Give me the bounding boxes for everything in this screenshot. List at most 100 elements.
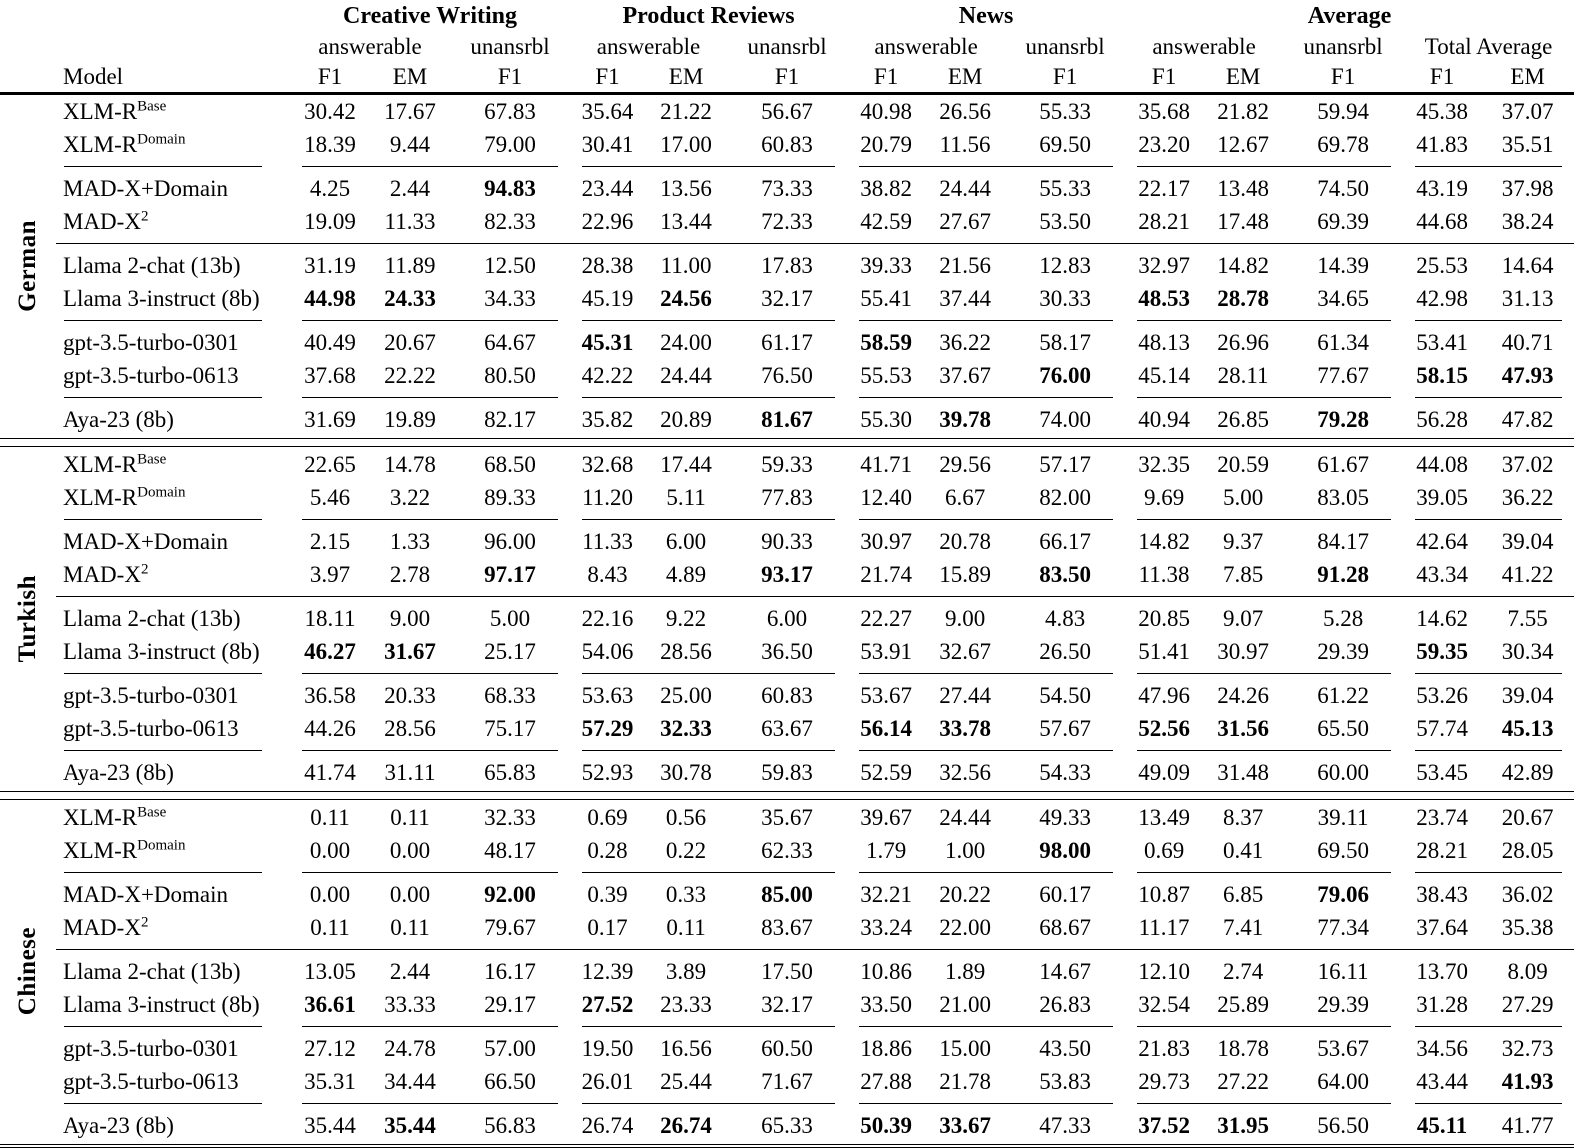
score-cell: 17.00 <box>660 131 712 157</box>
score-cell: 13.56 <box>660 175 712 201</box>
metric-header-em: EM <box>947 64 983 89</box>
group-separator <box>1403 1021 1574 1032</box>
score-cell: 32.33 <box>484 804 536 830</box>
group-separator-line <box>1415 1025 1563 1028</box>
group-separator-row <box>0 1098 1574 1109</box>
subheader-answerable: answerable <box>596 34 701 59</box>
score-cell: 35.38 <box>1501 914 1554 940</box>
score-cell: 11.38 <box>1138 561 1190 587</box>
score-cell: 31.95 <box>1217 1112 1269 1138</box>
score-cell: 79.06 <box>1317 881 1369 907</box>
score-cell: 5.00 <box>1222 484 1264 510</box>
metric-header-f1: F1 <box>1151 64 1177 89</box>
section-separator-line <box>56 242 1574 245</box>
group-separator-line <box>1137 319 1392 322</box>
score-cell: 25.44 <box>660 1068 712 1094</box>
group-separator-line <box>1137 165 1392 168</box>
score-cell: 6.85 <box>1222 881 1264 907</box>
group-separator-line <box>1137 871 1392 874</box>
score-cell: 9.07 <box>1222 605 1264 631</box>
model-name-text: Llama 2-chat (13b) <box>63 252 241 278</box>
score-cell: 31.56 <box>1217 715 1269 741</box>
table-row: Llama 3-instruct (8b) 44.98 24.33 34.33 45.1… <box>0 282 1574 315</box>
block-divider <box>0 789 1574 801</box>
score-cell: 0.56 <box>665 804 707 830</box>
score-cell: 54.50 <box>1039 682 1091 708</box>
score-cell: 28.05 <box>1501 837 1554 863</box>
score-cell: 0.28 <box>587 837 628 863</box>
model-name: gpt-3.5-turbo-0301 <box>56 326 290 359</box>
score-cell: 38.82 <box>860 175 912 201</box>
score-cell: 32.35 <box>1138 451 1190 477</box>
score-cell: 23.74 <box>1416 804 1468 830</box>
score-cell: 14.39 <box>1317 252 1369 278</box>
score-cell: 21.78 <box>939 1068 991 1094</box>
metric-header-em: EM <box>1225 64 1261 89</box>
model-name-text: gpt-3.5-turbo-0613 <box>63 362 239 388</box>
score-cell: 56.14 <box>860 715 912 741</box>
group-separator <box>1403 668 1574 679</box>
score-cell: 11.56 <box>939 131 991 157</box>
group-separator-line <box>64 749 262 752</box>
score-cell: 54.33 <box>1039 759 1091 785</box>
score-cell: 26.85 <box>1217 406 1269 432</box>
score-cell: 35.82 <box>581 406 634 432</box>
group-separator-line <box>859 518 1114 521</box>
score-cell: 13.49 <box>1138 804 1190 830</box>
group-separator-line <box>1137 1102 1392 1105</box>
score-cell: 17.67 <box>384 98 436 124</box>
model-name-text: XLM-R <box>63 98 138 124</box>
score-cell: 53.26 <box>1416 682 1468 708</box>
section-separator-row <box>0 238 1574 249</box>
model-name-text: MAD-X <box>63 561 141 587</box>
model-name-text: XLM-R <box>63 837 138 863</box>
score-cell: 58.59 <box>860 329 912 355</box>
group-separator <box>290 745 570 756</box>
model-name-text: Llama 3-instruct (8b) <box>63 638 260 664</box>
score-cell: 5.46 <box>309 484 351 510</box>
group-separator-line <box>302 1025 559 1028</box>
subheader-unanswerable: unansrbl <box>1025 34 1105 59</box>
score-cell: 64.67 <box>484 329 536 355</box>
score-cell: 36.58 <box>304 682 356 708</box>
score-cell: 32.56 <box>939 759 991 785</box>
header-spacer <box>0 60 56 92</box>
table-header: Creative Writing Product Reviews News Av… <box>0 0 1574 95</box>
table-row: gpt-3.5-turbo-0613 35.31 34.44 66.50 26.01 25… <box>0 1065 1574 1098</box>
model-name: MAD-X2 <box>56 911 290 944</box>
score-cell: 9.22 <box>665 605 707 631</box>
score-cell: 53.63 <box>581 682 634 708</box>
score-cell: 53.67 <box>1317 1035 1369 1061</box>
score-cell: 24.00 <box>660 329 712 355</box>
score-cell: 0.00 <box>389 837 431 863</box>
score-cell: 75.17 <box>484 715 536 741</box>
score-cell: 32.33 <box>660 715 712 741</box>
group-separator-row <box>0 1021 1574 1032</box>
model-name: MAD-X+Domain <box>56 525 290 558</box>
score-cell: 84.17 <box>1317 528 1369 554</box>
score-cell: 20.22 <box>939 881 991 907</box>
score-cell: 0.11 <box>390 914 430 940</box>
score-cell: 18.11 <box>304 605 356 631</box>
score-cell: 35.67 <box>761 804 813 830</box>
score-cell: 55.30 <box>860 406 912 432</box>
score-cell: 90.33 <box>761 528 813 554</box>
score-cell: 96.00 <box>484 528 536 554</box>
score-cell: 30.34 <box>1501 638 1554 664</box>
group-separator <box>570 1098 847 1109</box>
score-cell: 0.11 <box>310 914 350 940</box>
group-separator <box>570 392 847 403</box>
score-cell: 79.00 <box>484 131 536 157</box>
score-cell: 19.50 <box>581 1035 634 1061</box>
score-cell: 44.68 <box>1416 208 1468 234</box>
score-cell: 33.24 <box>860 914 912 940</box>
score-cell: 6.00 <box>665 528 707 554</box>
score-cell: 34.44 <box>384 1068 436 1094</box>
score-cell: 13.70 <box>1416 958 1468 984</box>
group-separator-line <box>1415 871 1563 874</box>
language-label: Chinese <box>14 927 41 1016</box>
block-divider-row <box>0 789 1574 801</box>
group-separator <box>1125 514 1403 525</box>
score-cell: 48.53 <box>1138 285 1190 311</box>
metric-header-em: EM <box>1510 64 1545 89</box>
